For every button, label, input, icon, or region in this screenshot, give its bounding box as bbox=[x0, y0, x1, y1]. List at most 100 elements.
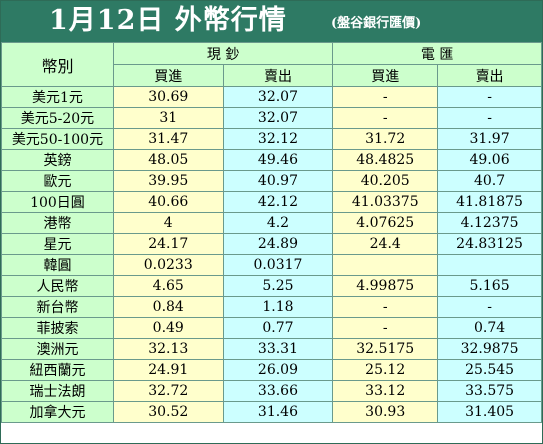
rate-row: 菲披索 0.49 0.77-0.74 bbox=[1, 317, 542, 339]
tt-sell-cell: 41.81875 bbox=[437, 191, 542, 213]
tt-buy-cell: 31.72 bbox=[332, 128, 439, 150]
tt-buy-cell: - bbox=[332, 107, 439, 129]
cash-sell-cell: 32.07 bbox=[222, 107, 334, 129]
telegraphic-group-header: 電 匯 bbox=[332, 42, 542, 65]
cash-sell-cell: 0.0317 bbox=[222, 254, 334, 276]
cash-sell-cell: 49.46 bbox=[222, 149, 334, 171]
tt-sell-cell: 49.06 bbox=[437, 149, 542, 171]
cash-buy-cell: 30.69 bbox=[112, 86, 224, 108]
cash-sell-cell: 33.31 bbox=[222, 338, 334, 360]
tt-buy-cell: - bbox=[332, 317, 439, 339]
currency-name-cell: 菲披索 bbox=[1, 317, 114, 339]
cash-sell-cell: 32.07 bbox=[222, 86, 334, 108]
tt-sell-cell: 4.12375 bbox=[437, 212, 542, 234]
tt-sell-cell: - bbox=[437, 86, 542, 108]
rate-row: 澳洲元 32.13 33.31 32.5175 32.9875 bbox=[1, 338, 542, 360]
currency-name-cell: 美元1元 bbox=[1, 86, 114, 108]
tt-sell-cell bbox=[437, 254, 542, 276]
currency-name-cell: 100日圓 bbox=[1, 191, 114, 213]
rate-row: 新台幣 0.84 1.18- - bbox=[1, 296, 542, 318]
rate-row: 人民幣 4.65 5.25 4.99875 5.165 bbox=[1, 275, 542, 297]
cash-sell-cell: 5.25 bbox=[222, 275, 334, 297]
cash-sell-cell: 1.18 bbox=[222, 296, 334, 318]
tt-sell-cell: 33.575 bbox=[437, 380, 542, 402]
currency-name-cell: 新台幣 bbox=[1, 296, 114, 318]
tt-buy-cell: 41.03375 bbox=[332, 191, 439, 213]
cash-sell-header: 賣出 bbox=[222, 64, 334, 87]
cash-buy-cell: 0.49 bbox=[112, 317, 224, 339]
rate-row: 瑞士法朗 32.72 33.66 33.12 33.575 bbox=[1, 380, 542, 402]
rate-row: 英鎊 48.05 49.46 48.4825 49.06 bbox=[1, 149, 542, 171]
tt-buy-cell: - bbox=[332, 86, 439, 108]
rate-row: 加拿大元 30.52 31.46 30.93 31.405 bbox=[1, 401, 542, 423]
tt-sell-header: 賣出 bbox=[437, 64, 542, 87]
cash-buy-cell: 30.52 bbox=[112, 401, 224, 423]
cash-sell-cell: 32.12 bbox=[222, 128, 334, 150]
rate-row: 星元 24.17 24.89 24.4 24.83125 bbox=[1, 233, 542, 255]
cash-buy-cell: 32.13 bbox=[112, 338, 224, 360]
cash-sell-cell: 0.77 bbox=[222, 317, 334, 339]
cash-sell-cell: 4.2 bbox=[222, 212, 334, 234]
cash-buy-cell: 24.17 bbox=[112, 233, 224, 255]
tt-buy-header: 買進 bbox=[332, 64, 439, 87]
cash-sell-cell: 26.09 bbox=[222, 359, 334, 381]
currency-name-cell: 紐西蘭元 bbox=[1, 359, 114, 381]
rate-rows: 美元1元 30.69 32.07- - 美元5-20元 31 32.07- - 美元50-100… bbox=[1, 86, 542, 423]
cash-buy-cell: 32.72 bbox=[112, 380, 224, 402]
tt-sell-cell: 0.74 bbox=[437, 317, 542, 339]
rate-row: 港幣 4 4.2 4.07625 4.12375 bbox=[1, 212, 542, 234]
cash-buy-cell: 0.0233 bbox=[112, 254, 224, 276]
tt-buy-cell: 40.205 bbox=[332, 170, 439, 192]
page-title: 1月12日 外幣行情 bbox=[49, 5, 287, 36]
tt-buy-cell: 32.5175 bbox=[332, 338, 439, 360]
currency-name-cell: 韓圓 bbox=[1, 254, 114, 276]
cash-buy-cell: 4.65 bbox=[112, 275, 224, 297]
cash-sell-cell: 33.66 bbox=[222, 380, 334, 402]
currency-name-cell: 美元50-100元 bbox=[1, 128, 114, 150]
tt-buy-cell bbox=[332, 254, 439, 276]
tt-sell-cell: 25.545 bbox=[437, 359, 542, 381]
tt-buy-cell: - bbox=[332, 296, 439, 318]
currency-name-cell: 加拿大元 bbox=[1, 401, 114, 423]
tt-sell-cell: 40.7 bbox=[437, 170, 542, 192]
cash-buy-cell: 24.91 bbox=[112, 359, 224, 381]
title-bar: 1月12日 外幣行情 (盤谷銀行匯價) bbox=[1, 1, 542, 42]
rate-row: 美元50-100元 31.47 32.12 31.72 31.97 bbox=[1, 128, 542, 150]
tt-sell-cell: 24.83125 bbox=[437, 233, 542, 255]
currency-name-cell: 港幣 bbox=[1, 212, 114, 234]
currency-name-cell: 星元 bbox=[1, 233, 114, 255]
rate-row: 紐西蘭元 24.91 26.09 25.12 25.545 bbox=[1, 359, 542, 381]
cash-sell-cell: 40.97 bbox=[222, 170, 334, 192]
bank-source-label: (盤谷銀行匯價) bbox=[331, 16, 422, 31]
tt-buy-cell: 48.4825 bbox=[332, 149, 439, 171]
rate-row: 100日圓 40.66 42.12 41.03375 41.81875 bbox=[1, 191, 542, 213]
currency-name-cell: 澳洲元 bbox=[1, 338, 114, 360]
cash-buy-cell: 31 bbox=[112, 107, 224, 129]
cash-buy-cell: 40.66 bbox=[112, 191, 224, 213]
cash-sell-cell: 24.89 bbox=[222, 233, 334, 255]
cash-sell-cell: 42.12 bbox=[222, 191, 334, 213]
tt-sell-cell: 31.405 bbox=[437, 401, 542, 423]
currency-name-cell: 英鎊 bbox=[1, 149, 114, 171]
cash-sell-cell: 31.46 bbox=[222, 401, 334, 423]
cash-buy-header: 買進 bbox=[112, 64, 224, 87]
tt-buy-cell: 30.93 bbox=[332, 401, 439, 423]
cash-buy-cell: 31.47 bbox=[112, 128, 224, 150]
rate-row: 歐元 39.95 40.97 40.205 40.7 bbox=[1, 170, 542, 192]
cash-buy-cell: 48.05 bbox=[112, 149, 224, 171]
rate-row: 美元5-20元 31 32.07- - bbox=[1, 107, 542, 129]
rate-row: 韓圓 0.0233 0.0317 bbox=[1, 254, 542, 276]
tt-buy-cell: 33.12 bbox=[332, 380, 439, 402]
currency-name-cell: 瑞士法朗 bbox=[1, 380, 114, 402]
currency-name-cell: 美元5-20元 bbox=[1, 107, 114, 129]
tt-buy-cell: 4.07625 bbox=[332, 212, 439, 234]
tt-buy-cell: 24.4 bbox=[332, 233, 439, 255]
cash-group-header: 現 鈔 bbox=[112, 42, 334, 65]
tt-buy-cell: 25.12 bbox=[332, 359, 439, 381]
tt-sell-cell: 5.165 bbox=[437, 275, 542, 297]
tt-buy-cell: 4.99875 bbox=[332, 275, 439, 297]
rate-table: 幣別 現 鈔 電 匯 買進 賣出 買進 賣出 美元1元 30.69 32.07- - 美… bbox=[1, 42, 542, 423]
currency-name-cell: 人民幣 bbox=[1, 275, 114, 297]
currency-name-cell: 歐元 bbox=[1, 170, 114, 192]
